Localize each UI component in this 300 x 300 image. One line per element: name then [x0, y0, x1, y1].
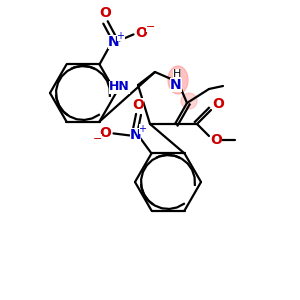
- Text: O: O: [210, 133, 222, 147]
- Text: +: +: [139, 124, 146, 134]
- Text: O: O: [136, 26, 147, 40]
- Text: +: +: [116, 32, 124, 41]
- Text: O: O: [100, 6, 111, 20]
- Ellipse shape: [181, 93, 197, 109]
- Text: H: H: [173, 69, 181, 79]
- Text: −: −: [146, 22, 155, 32]
- Text: N: N: [170, 78, 182, 92]
- Ellipse shape: [168, 66, 188, 94]
- Text: O: O: [212, 97, 224, 111]
- Text: N: N: [108, 35, 119, 50]
- Text: O: O: [100, 126, 111, 140]
- Text: N: N: [130, 128, 141, 142]
- Text: O: O: [133, 98, 144, 112]
- Text: HN: HN: [109, 80, 130, 94]
- Text: −: −: [93, 134, 102, 144]
